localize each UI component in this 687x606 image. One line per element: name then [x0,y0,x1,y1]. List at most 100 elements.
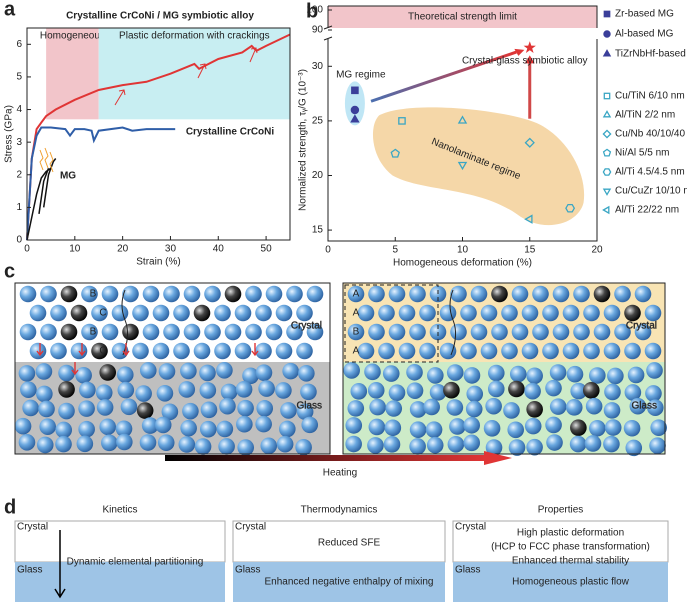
atom [357,304,375,322]
atom [79,381,96,399]
atom [296,304,313,322]
atom [588,367,606,384]
atom [549,398,567,415]
atom [384,419,402,437]
y-axis-label: Stress (GPa) [4,105,15,163]
atom [120,398,138,416]
interface-arrow [36,343,44,357]
atom [78,420,95,438]
column-title: Thermodynamics [301,505,378,516]
x-tick-label: 20 [117,244,129,255]
dashed-box [344,284,439,363]
atom [552,285,570,303]
y-tick-label: 25 [312,116,324,127]
atom [549,364,567,381]
atom [501,342,518,360]
atom [378,342,395,360]
y-tick-label: 3 [16,137,22,148]
nanolaminate-regime [372,107,585,226]
legend-label: Ni/Al 5/5 nm [615,148,669,159]
atom [101,434,118,452]
atom [199,420,217,438]
atom [593,323,611,341]
atom [526,367,543,385]
atom [449,418,466,435]
atom [521,342,539,360]
atom [236,415,253,433]
atom [532,323,549,341]
atom [357,342,375,360]
x-tick-label: 10 [457,245,469,256]
atom [624,342,641,360]
legend-label: Al-based MG [615,29,674,40]
interface-arrow [78,343,86,357]
atom [646,399,664,416]
atom [58,381,75,398]
property-text: Enhanced thermal stability [512,556,629,567]
x-tick-label: 40 [213,244,225,255]
atom [532,285,549,303]
atom [624,304,641,322]
atom [265,285,283,303]
atom [634,285,652,303]
atom [491,323,508,341]
stacking-letter: C [99,308,106,319]
atom [480,304,498,322]
legend-label: Al/Ti 22/22 nm [615,205,679,216]
atom [234,304,252,322]
atom [623,419,641,437]
atom [364,363,381,381]
atom [385,400,403,417]
x-tick-label: 0 [325,245,331,256]
atom [406,363,423,381]
atom [139,362,157,379]
atom [216,420,234,438]
atom [218,438,235,455]
spark [44,147,49,169]
legend-marker [602,168,612,176]
crystal-box [452,520,669,563]
glass-label: Glass [235,565,261,576]
atom [644,342,662,360]
atom [614,285,631,303]
atom [423,398,440,416]
atom [604,383,621,401]
atom [583,304,600,322]
arrow [197,63,207,79]
atom [255,342,272,360]
atom [200,401,218,419]
region [46,28,99,120]
atom [511,323,529,341]
atom [347,285,365,303]
atom [139,434,157,451]
atom [295,438,312,456]
scatter-point [524,214,533,224]
atom [573,285,590,303]
x-tick-label: 10 [69,244,81,255]
y-tick-label: 30 [312,61,324,72]
atom [18,365,36,382]
interface-arrow [122,343,130,357]
atom [427,367,444,384]
atom [132,304,149,322]
atom [58,402,75,420]
arrowhead [524,55,535,64]
legend-label: Cu/Nb 40/10/40 nm [615,129,687,140]
atom [286,285,303,303]
atom [224,323,242,341]
atom [117,381,135,399]
atom [306,285,324,303]
atom [111,342,129,360]
limit-band [328,6,597,28]
atom [75,366,92,384]
y-tick-label: 0 [16,235,22,246]
stacking-letter: A [353,346,360,357]
atom [296,403,314,421]
atom [173,342,190,360]
atom [565,399,583,416]
legend-marker [602,110,612,118]
atom [485,439,503,456]
atom [634,323,652,341]
atom [369,398,386,416]
atom [116,433,133,451]
